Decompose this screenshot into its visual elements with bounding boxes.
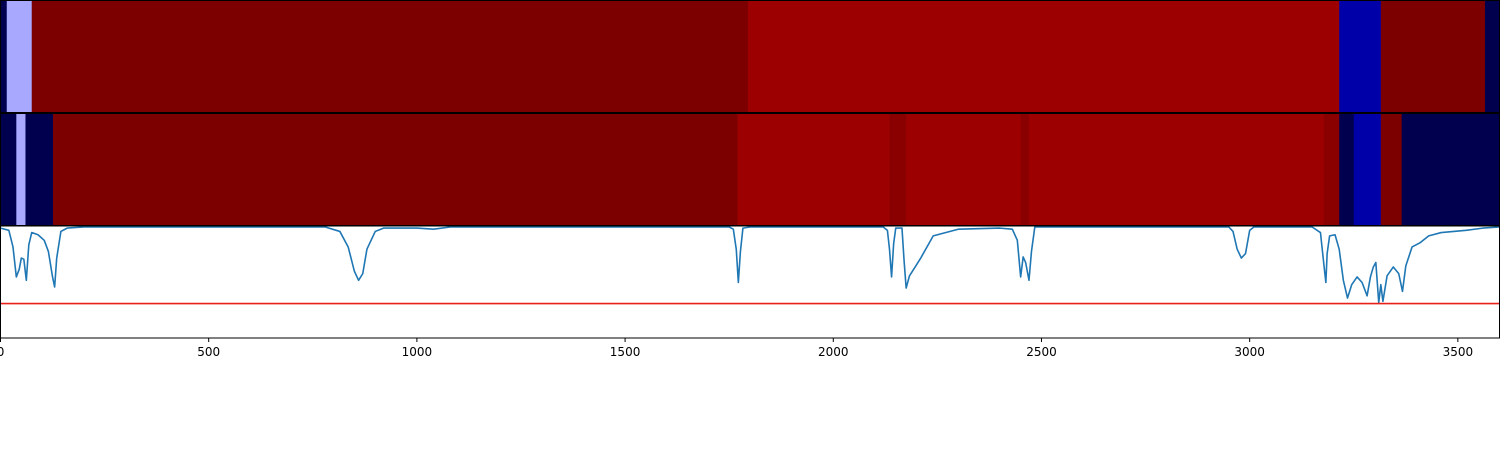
heatmap-cell: [889, 113, 907, 226]
heatmap-cell: [1380, 0, 1486, 113]
heatmap-cell: [906, 113, 1022, 226]
heatmap-cell: [31, 0, 749, 113]
heatmap-cell: [747, 0, 1340, 113]
heatmap-cell: [1353, 113, 1382, 226]
x-tick-label: 2000: [818, 345, 849, 359]
heatmap-cell: [1401, 113, 1500, 226]
heatmap-cell: [1323, 113, 1340, 226]
line-panel-background: [0, 226, 1500, 338]
heatmap-cell: [52, 113, 738, 226]
heatmap-cell: [1484, 0, 1500, 113]
x-tick-label: 2500: [1026, 345, 1057, 359]
x-tick-label: 3500: [1443, 345, 1474, 359]
heatmap-cell: [1380, 113, 1403, 226]
line-panel: [0, 226, 1500, 338]
heatmap-cell: [1339, 0, 1382, 113]
x-tick-label: 3000: [1234, 345, 1265, 359]
heatmap-cell: [1020, 113, 1030, 226]
heatmap-cell: [737, 113, 890, 226]
heatmap-cell: [25, 113, 54, 226]
x-tick-label: 1000: [402, 345, 433, 359]
x-tick-label: 500: [197, 345, 220, 359]
heatmap-cell: [16, 113, 26, 226]
x-axis: 0 500 1000 1500 2000 2500 3000 3500: [0, 338, 1473, 359]
heatmap-cell: [0, 113, 17, 226]
x-tick-label: 0: [0, 345, 4, 359]
heatmap-cell: [6, 0, 33, 113]
heatmap-row-bottom: [0, 113, 1500, 226]
series-line: [0, 226, 1500, 304]
heatmap-cell: [0, 0, 8, 113]
x-tick-label: 1500: [610, 345, 641, 359]
heatmap-row-top: [0, 0, 1500, 113]
heatmap-cell: [1028, 113, 1325, 226]
heatmap-cell: [1339, 113, 1355, 226]
